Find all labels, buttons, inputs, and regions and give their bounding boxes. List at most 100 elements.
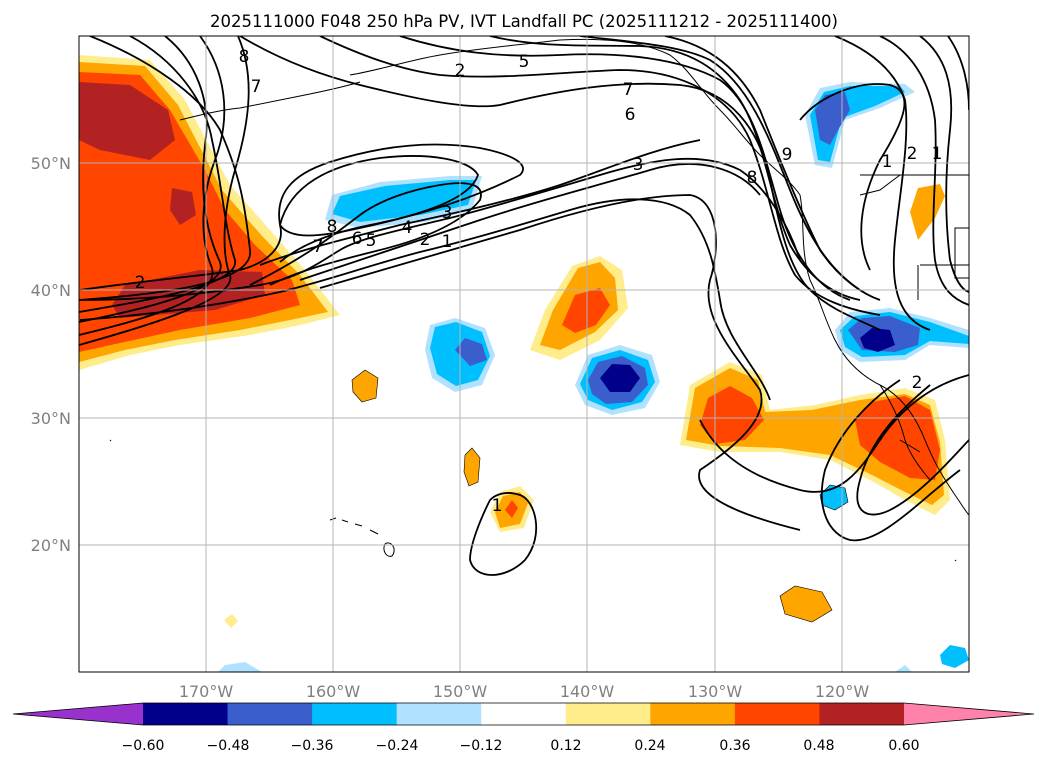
contour-line	[319, 36, 881, 316]
positive-anomaly-region	[351, 369, 379, 403]
longitude-label: 160°W	[306, 682, 361, 701]
colorbar-segment	[481, 703, 567, 725]
contour-label: 8	[327, 217, 338, 237]
positive-anomaly-region	[505, 500, 518, 518]
contour-label: 2	[455, 61, 466, 81]
positive-anomaly-region	[779, 585, 833, 623]
latitude-label: 30°N	[31, 409, 71, 428]
positive-anomaly-region	[562, 288, 610, 333]
colorbar-label: 0.24	[634, 738, 665, 754]
contour-label: 3	[442, 203, 453, 223]
longitude-label: 150°W	[433, 682, 488, 701]
map-frame	[78, 35, 970, 673]
contour-line	[279, 155, 479, 237]
contour-line	[834, 36, 931, 331]
contour-line	[79, 36, 222, 323]
filled-anomalies	[79, 55, 969, 672]
baja-california	[879, 384, 931, 481]
contour-label: 7	[313, 237, 324, 257]
colorbar-label: −0.24	[376, 738, 419, 754]
longitude-label: 120°W	[815, 682, 870, 701]
gridlines	[79, 36, 969, 672]
colorbar-segment	[143, 703, 229, 725]
positive-anomaly-region	[79, 82, 175, 160]
contour-label: 1	[442, 232, 453, 252]
contour-line	[299, 163, 761, 281]
longitude-label: 170°W	[179, 682, 234, 701]
negative-anomaly-region	[940, 645, 969, 668]
colorbar-segments	[13, 703, 1034, 725]
island	[109, 439, 112, 442]
negative-anomaly-region	[815, 92, 850, 145]
coastlines	[109, 38, 969, 562]
longitude-labels: 170°W 160°W 150°W 140°W 130°W 120°W	[179, 682, 870, 701]
colorbar-segment	[650, 703, 736, 725]
contour-line	[799, 83, 906, 271]
contour-label: 3	[633, 155, 644, 175]
map-title: 2025111000 F048 250 hPa PV, IVT Landfall…	[210, 12, 838, 31]
contour-line	[259, 139, 701, 266]
latitude-label: 50°N	[31, 154, 71, 173]
contour-line	[664, 36, 881, 301]
aleutian-islands	[179, 81, 361, 121]
latitude-label: 20°N	[31, 536, 71, 555]
contour-label: 1	[932, 144, 943, 164]
contour-line	[820, 379, 961, 542]
contour-label: 5	[366, 231, 377, 251]
contour-label: 9	[782, 145, 793, 165]
longitude-label: 140°W	[560, 682, 615, 701]
colorbar-label: 0.48	[803, 738, 834, 754]
contour-label: 4	[402, 218, 413, 238]
positive-anomaly-region	[170, 188, 196, 225]
longitude-label: 130°W	[688, 682, 743, 701]
colorbar-label: −0.48	[207, 738, 250, 754]
contour-line	[319, 194, 801, 531]
contour-line	[79, 198, 771, 401]
colorbar-extend-low	[13, 703, 143, 725]
contour-label: 2	[912, 373, 923, 393]
negative-anomaly-region	[860, 328, 895, 352]
colorbar-segment	[312, 703, 398, 725]
colorbar-segment	[227, 703, 313, 725]
contour-label: 6	[352, 229, 363, 249]
colorbar: −0.60 −0.48 −0.36 −0.24 −0.12 0.12 0.24 …	[12, 702, 1035, 754]
contour-line	[469, 492, 538, 576]
negative-anomaly-region	[600, 364, 640, 392]
latitude-labels: 50°N 40°N 30°N 20°N	[31, 154, 71, 555]
contour-labels: 8 7 2 5 7 6 3 9 8 1 2 1 8 7 6 5 4 3 2 1	[135, 47, 943, 516]
negative-anomaly-region	[332, 180, 476, 222]
contour-label: 1	[492, 496, 503, 516]
contour-label: 2	[135, 273, 146, 293]
colorbar-label: 0.36	[719, 738, 750, 754]
colorbar-labels: −0.60 −0.48 −0.36 −0.24 −0.12 0.12 0.24 …	[122, 738, 920, 754]
negative-anomaly-region	[218, 662, 262, 672]
positive-anomaly-region	[910, 184, 945, 240]
colorbar-segment	[734, 703, 820, 725]
contour-label: 1	[882, 152, 893, 172]
us-states	[917, 227, 969, 300]
contour-line	[856, 384, 969, 516]
map-panel: 8 7 2 5 7 6 3 9 8 1 2 1 8 7 6 5 4 3 2 1	[78, 35, 970, 673]
contour-line	[79, 36, 251, 301]
colorbar-label: −0.12	[460, 738, 503, 754]
contour-label: 5	[519, 52, 530, 72]
contour-label: 6	[625, 105, 636, 125]
contour-line	[699, 374, 969, 493]
negative-anomaly-region	[895, 665, 912, 672]
contour-label: 2	[420, 230, 431, 250]
latitude-label: 40°N	[31, 281, 71, 300]
colorbar-segment	[396, 703, 482, 725]
alaska-coast	[349, 38, 801, 196]
colorbar-label: 0.60	[888, 738, 919, 754]
positive-anomaly-region	[463, 447, 481, 487]
contour-line	[879, 36, 969, 306]
north-america-coast	[799, 194, 969, 516]
negative-anomaly-region	[455, 338, 487, 366]
contour-label: 2	[907, 144, 918, 164]
contour-line	[79, 157, 801, 301]
contour-label: 8	[747, 168, 758, 188]
positive-anomaly-region	[855, 396, 940, 480]
contour-line	[79, 36, 250, 346]
island	[954, 559, 957, 562]
